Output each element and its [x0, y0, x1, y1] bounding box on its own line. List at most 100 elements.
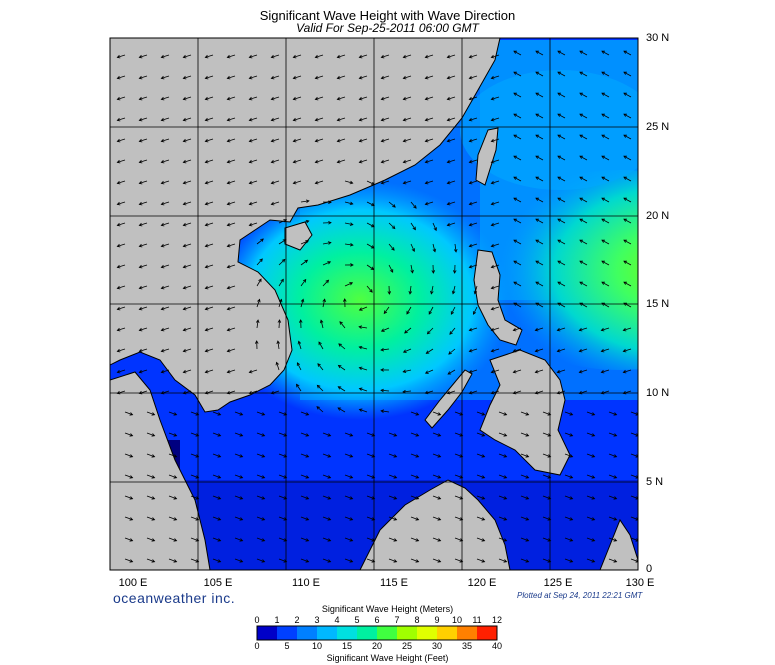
colorbar-swatch: [297, 626, 318, 640]
direction-arrow-head: [557, 260, 561, 264]
direction-arrow: [139, 264, 148, 268]
direction-arrow-head: [601, 50, 605, 54]
map-frame: [109, 37, 639, 571]
direction-arrow: [337, 96, 346, 100]
direction-arrow: [278, 495, 287, 500]
direction-arrow: [249, 159, 258, 163]
direction-arrow: [139, 159, 148, 163]
direction-arrow-head: [557, 50, 561, 54]
direction-arrow-head: [371, 496, 376, 500]
direction-arrow: [476, 453, 485, 458]
direction-arrow: [579, 71, 588, 77]
direction-arrow-head: [481, 433, 486, 437]
direction-arrow-head: [182, 201, 187, 206]
direction-arrow: [344, 180, 353, 184]
direction-arrow-head: [138, 138, 143, 143]
direction-arrow-head: [557, 176, 561, 180]
direction-arrow-head: [472, 311, 477, 315]
direction-arrow: [403, 117, 412, 121]
direction-arrow-head: [261, 412, 266, 416]
direction-arrow-head: [305, 559, 310, 563]
direction-arrow: [513, 71, 522, 77]
direction-arrow: [410, 537, 419, 542]
direction-arrow: [535, 390, 544, 394]
direction-arrow: [278, 432, 287, 437]
direction-arrow: [117, 96, 126, 100]
direction-arrow-head: [481, 454, 486, 458]
direction-arrow: [476, 516, 485, 521]
direction-arrow-head: [138, 96, 143, 101]
direction-arrow-head: [579, 176, 583, 180]
direction-arrow: [161, 306, 170, 310]
direction-arrow-head: [297, 340, 302, 345]
direction-arrow-head: [547, 517, 552, 521]
direction-arrow-head: [327, 261, 332, 265]
direction-arrow: [579, 134, 588, 140]
direction-arrow: [388, 474, 397, 479]
direction-arrow: [322, 474, 331, 479]
direction-arrow: [601, 71, 610, 77]
direction-arrow-head: [449, 331, 453, 335]
direction-arrow-head: [525, 433, 530, 437]
direction-arrow: [256, 474, 265, 479]
direction-arrow-head: [248, 369, 253, 374]
direction-arrow: [124, 453, 133, 458]
direction-arrow: [428, 306, 434, 315]
direction-arrow: [601, 50, 610, 56]
direction-arrow-head: [623, 260, 627, 264]
direction-arrow-head: [557, 281, 561, 285]
direction-arrow-head: [358, 54, 363, 59]
direction-arrow: [491, 348, 500, 352]
colorbar-feet-tick: 0: [254, 641, 260, 651]
direction-arrow-head: [437, 475, 442, 479]
direction-arrow: [117, 75, 126, 79]
direction-arrow: [579, 348, 588, 352]
direction-arrow-head: [371, 538, 376, 542]
direction-arrow: [256, 516, 265, 521]
direction-arrow-head: [446, 201, 451, 206]
direction-arrow: [381, 138, 390, 142]
direction-arrow: [366, 243, 375, 249]
direction-arrow: [491, 96, 500, 100]
direction-arrow-head: [468, 222, 473, 227]
direction-arrow: [601, 327, 610, 331]
direction-arrow-head: [459, 538, 464, 542]
direction-arrow-head: [512, 348, 517, 353]
direction-arrow-head: [292, 180, 297, 185]
direction-arrow: [579, 369, 588, 373]
direction-arrow: [513, 50, 522, 56]
direction-arrow: [183, 180, 192, 184]
direction-arrow: [344, 537, 353, 542]
direction-arrow-head: [569, 496, 574, 500]
direction-arrow: [183, 390, 192, 394]
direction-arrow: [564, 453, 573, 458]
direction-arrow: [161, 54, 170, 58]
direction-arrow: [409, 285, 412, 294]
direction-arrow-head: [525, 412, 530, 416]
direction-arrow: [344, 453, 353, 458]
direction-arrow-head: [138, 306, 143, 311]
direction-arrow-head: [182, 96, 187, 101]
direction-arrow-head: [473, 290, 478, 295]
direction-arrow: [161, 75, 170, 79]
direction-arrow: [425, 75, 434, 79]
direction-arrow: [359, 408, 368, 413]
direction-arrow: [146, 453, 155, 458]
direction-arrow: [542, 474, 551, 479]
direction-arrow: [205, 264, 214, 268]
direction-arrow-head: [490, 327, 495, 332]
direction-arrow: [190, 474, 199, 479]
direction-arrow: [183, 96, 192, 100]
direction-arrow-head: [116, 54, 121, 59]
direction-arrow: [359, 306, 368, 311]
direction-arrow: [278, 259, 286, 266]
direction-arrow: [469, 159, 478, 163]
direction-arrow-head: [204, 138, 209, 143]
direction-arrow: [249, 180, 258, 184]
colorbar-meter-tick: 12: [491, 615, 502, 625]
direction-arrow-head: [138, 369, 143, 374]
direction-arrow: [448, 348, 456, 355]
direction-arrow: [161, 285, 170, 289]
direction-arrow: [168, 411, 177, 416]
direction-arrow: [381, 180, 390, 184]
